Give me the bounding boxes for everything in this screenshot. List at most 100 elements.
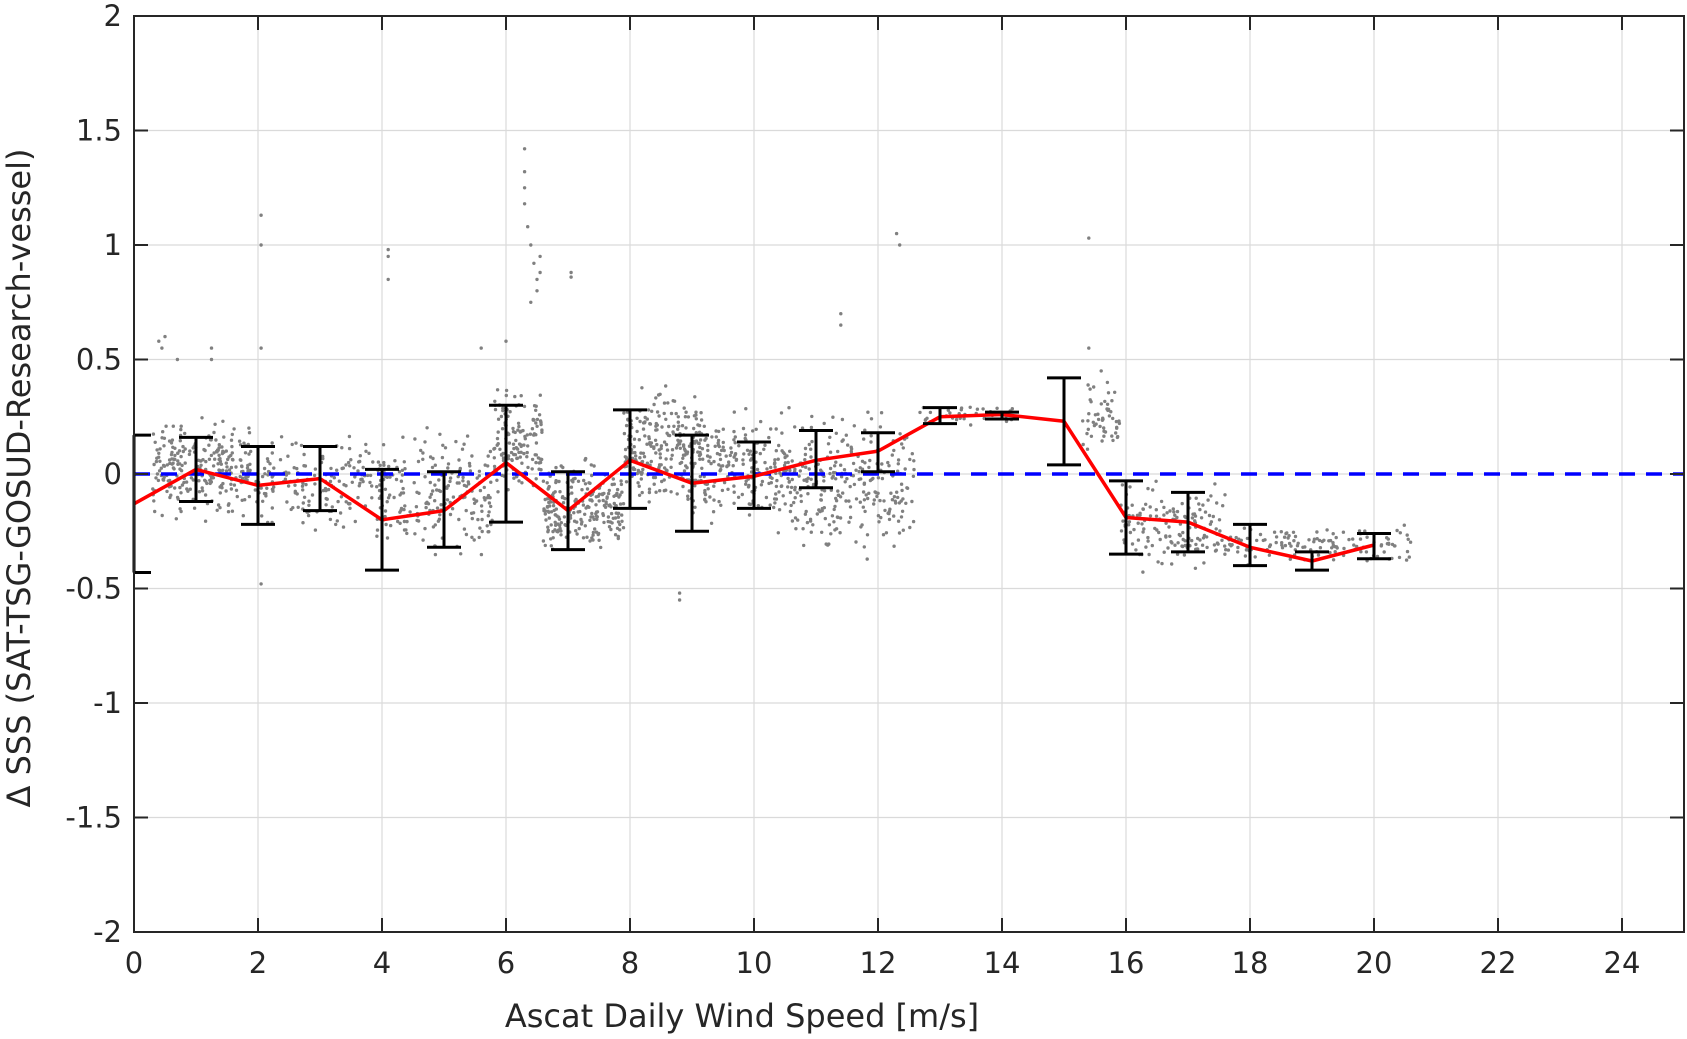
scatter-point [664, 384, 668, 388]
scatter-point [479, 346, 483, 350]
scatter-point [647, 500, 651, 504]
scatter-point [635, 471, 639, 476]
scatter-point [601, 498, 605, 503]
scatter-point [230, 509, 235, 513]
scatter-point [804, 465, 808, 469]
scatter-point [662, 401, 667, 405]
scatter-point [528, 432, 533, 436]
scatter-point [717, 429, 721, 434]
scatter-point [183, 431, 187, 436]
scatter-point [640, 490, 644, 495]
scatter-point [742, 452, 746, 456]
scatter-point [833, 464, 837, 468]
scatter-point [294, 441, 298, 445]
scatter-point [1120, 483, 1125, 487]
scatter-point [302, 452, 306, 457]
scatter-point [805, 520, 810, 525]
scatter-point [530, 427, 535, 431]
scatter-point [681, 484, 685, 489]
scatter-point [467, 461, 472, 466]
x-tick-label: 14 [984, 946, 1021, 980]
scatter-point [538, 419, 543, 423]
scatter-point [590, 499, 594, 503]
scatter-point [1359, 550, 1363, 554]
scatter-point [852, 482, 857, 487]
scatter-point [898, 432, 902, 436]
scatter-point [795, 491, 799, 495]
scatter-point [779, 411, 784, 415]
x-tick-label: 12 [860, 946, 897, 980]
scatter-point [238, 474, 242, 479]
scatter-point [737, 444, 741, 448]
scatter-point [393, 459, 397, 463]
scatter-point [1234, 535, 1238, 540]
scatter-point [1282, 535, 1287, 539]
scatter-point [616, 520, 621, 524]
scatter-point [204, 459, 208, 464]
scatter-point [769, 481, 773, 485]
scatter-point [492, 447, 496, 451]
scatter-point [482, 496, 486, 500]
scatter-point [1327, 539, 1331, 543]
scatter-point [496, 430, 500, 434]
scatter-point [1312, 537, 1317, 541]
scatter-point [900, 509, 905, 513]
scatter-point [760, 479, 765, 484]
scatter-point [259, 486, 263, 490]
scatter-point [715, 451, 720, 456]
x-tick-label: 24 [1604, 946, 1641, 980]
scatter-point [741, 426, 746, 431]
scatter-point [522, 170, 527, 174]
scatter-point [670, 453, 674, 457]
scatter-point [208, 481, 212, 486]
scatter-point [839, 475, 844, 479]
scatter-point [507, 441, 512, 445]
scatter-point [520, 461, 524, 465]
scatter-point [1385, 536, 1389, 540]
scatter-point [981, 407, 985, 411]
scatter-point [607, 525, 612, 529]
scatter-point [512, 476, 516, 480]
scatter-point [1171, 507, 1176, 511]
scatter-point [774, 497, 779, 501]
scatter-point [904, 501, 908, 505]
scatter-point [886, 460, 890, 465]
scatter-point [1153, 526, 1157, 531]
scatter-point [433, 499, 437, 503]
scatter-point [485, 496, 490, 500]
scatter-point [1081, 419, 1085, 423]
scatter-point [405, 531, 409, 536]
scatter-point [889, 491, 893, 495]
scatter-point [209, 453, 214, 458]
scatter-point [790, 459, 794, 463]
scatter-point [1363, 529, 1367, 533]
scatter-point [489, 522, 493, 527]
scatter-point [284, 473, 289, 477]
error-bar [985, 410, 1019, 421]
scatter-point [900, 442, 904, 446]
scatter-point [602, 520, 606, 525]
scatter-point [1221, 504, 1225, 508]
scatter-point [572, 519, 577, 523]
scatter-point [719, 503, 723, 507]
scatter-point [192, 506, 197, 510]
scatter-point [526, 225, 530, 229]
scatter-point [176, 451, 180, 455]
scatter-point [838, 516, 843, 520]
scatter-point [217, 468, 221, 472]
scatter-point [788, 468, 792, 473]
scatter-point [540, 430, 544, 434]
scatter-point [733, 452, 738, 456]
scatter-point [606, 515, 611, 519]
scatter-point [798, 469, 802, 473]
scatter-point [266, 459, 270, 464]
scatter-point [892, 544, 896, 548]
scatter-point [845, 477, 849, 481]
scatter-point [1213, 549, 1218, 553]
x-tick-label: 10 [736, 946, 773, 980]
scatter-point [620, 513, 624, 517]
scatter-point [844, 433, 848, 437]
scatter-point [425, 426, 429, 430]
scatter-point [152, 462, 156, 467]
scatter-point [1283, 543, 1288, 548]
